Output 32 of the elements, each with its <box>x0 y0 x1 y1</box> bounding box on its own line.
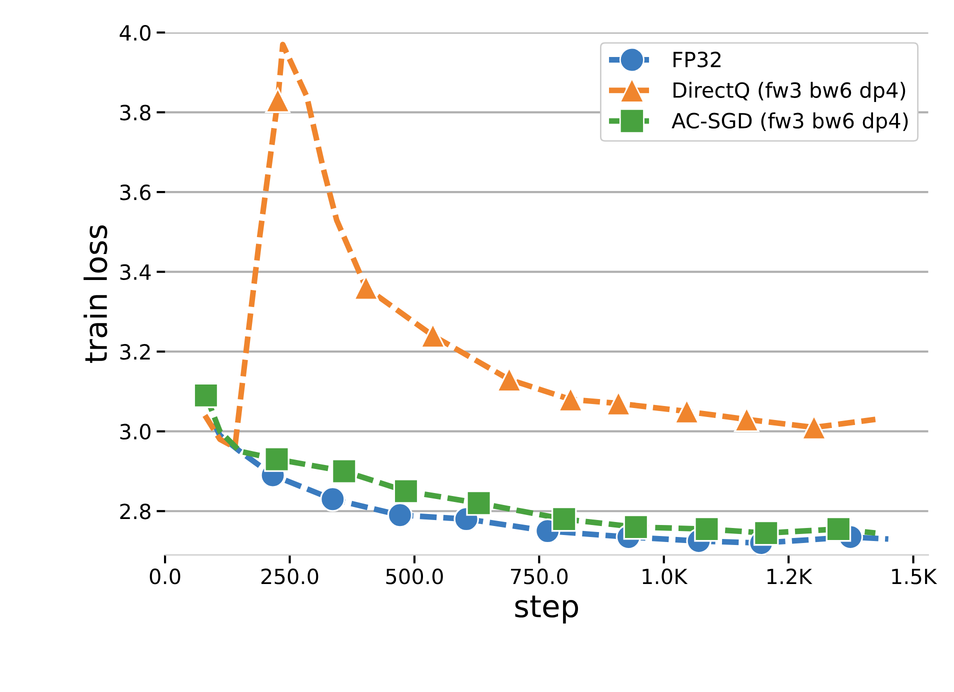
point <box>320 486 346 512</box>
x-tick-label: 250.0 <box>261 568 318 584</box>
x-tick-label: 500.0 <box>386 568 443 584</box>
y-axis-title: train loss <box>84 225 108 363</box>
point <box>753 520 779 546</box>
point <box>265 88 290 113</box>
x-tick-label: 1.0K <box>642 568 688 584</box>
point <box>193 382 219 408</box>
x-tick-label: 1.2K <box>767 568 812 584</box>
point <box>466 490 492 516</box>
point <box>826 516 852 542</box>
x-axis-title: step <box>515 596 578 624</box>
point <box>694 516 720 542</box>
y-tick-label: 3.0 <box>120 424 150 440</box>
point <box>393 478 419 504</box>
legend-label: DirectQ (fw3 bw6 dp4) <box>674 82 906 102</box>
y-tick-label: 2.8 <box>120 504 150 520</box>
y-tick-label: 3.6 <box>120 184 151 200</box>
y-tick-label: 3.2 <box>120 344 150 360</box>
x-tick-label: 1.5K <box>892 568 938 584</box>
point <box>387 502 413 528</box>
legend-label: FP32 <box>674 52 720 68</box>
legend-label: AC-SGD (fw3 bw6 dp4) <box>672 112 908 133</box>
y-tick-label: 3.4 <box>120 264 151 280</box>
x-tick-label: 750.0 <box>511 568 568 584</box>
x-tick-label: 0.0 <box>150 568 180 584</box>
y-tick-label: 3.8 <box>120 104 150 120</box>
y-tick-label: 4.0 <box>120 24 150 41</box>
point <box>623 514 649 540</box>
point <box>551 506 577 532</box>
point <box>331 458 357 484</box>
point <box>264 446 290 472</box>
